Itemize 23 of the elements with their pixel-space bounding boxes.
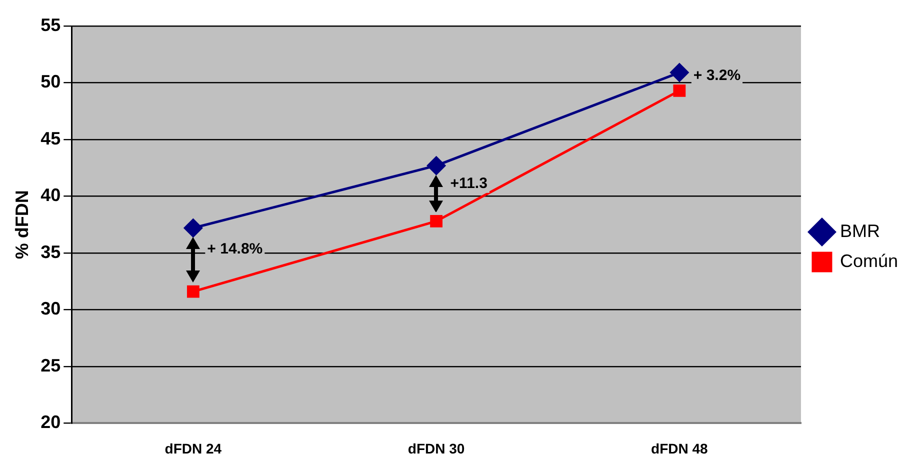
x-tick-label: dFDN 30 bbox=[408, 440, 465, 456]
point bbox=[427, 156, 446, 175]
y-tick-label: 20 bbox=[40, 412, 61, 432]
x-tick-label: dFDN 24 bbox=[164, 440, 222, 456]
legend-label: BMR bbox=[840, 220, 880, 241]
point bbox=[673, 84, 686, 97]
y-axis-title: % dFDN bbox=[12, 190, 32, 260]
y-tick-label: 25 bbox=[40, 355, 61, 376]
x-tick-label: dFDN 48 bbox=[651, 440, 708, 456]
y-tick-label: 30 bbox=[40, 298, 61, 319]
annotation: + 3.2% bbox=[693, 66, 741, 84]
point bbox=[184, 218, 202, 238]
annotation: + 14.8% bbox=[207, 240, 263, 258]
y-tick-label: 35 bbox=[40, 242, 61, 262]
point bbox=[430, 214, 442, 228]
legend-label: Común bbox=[840, 250, 898, 271]
y-tick-label: 45 bbox=[40, 128, 61, 148]
y-tick-label: 50 bbox=[40, 72, 61, 92]
y-tick-label: 55 bbox=[40, 14, 61, 35]
y-tick-label: 40 bbox=[40, 185, 61, 206]
point bbox=[670, 63, 689, 82]
point bbox=[186, 285, 200, 298]
annotation: +11.3 bbox=[450, 174, 488, 192]
